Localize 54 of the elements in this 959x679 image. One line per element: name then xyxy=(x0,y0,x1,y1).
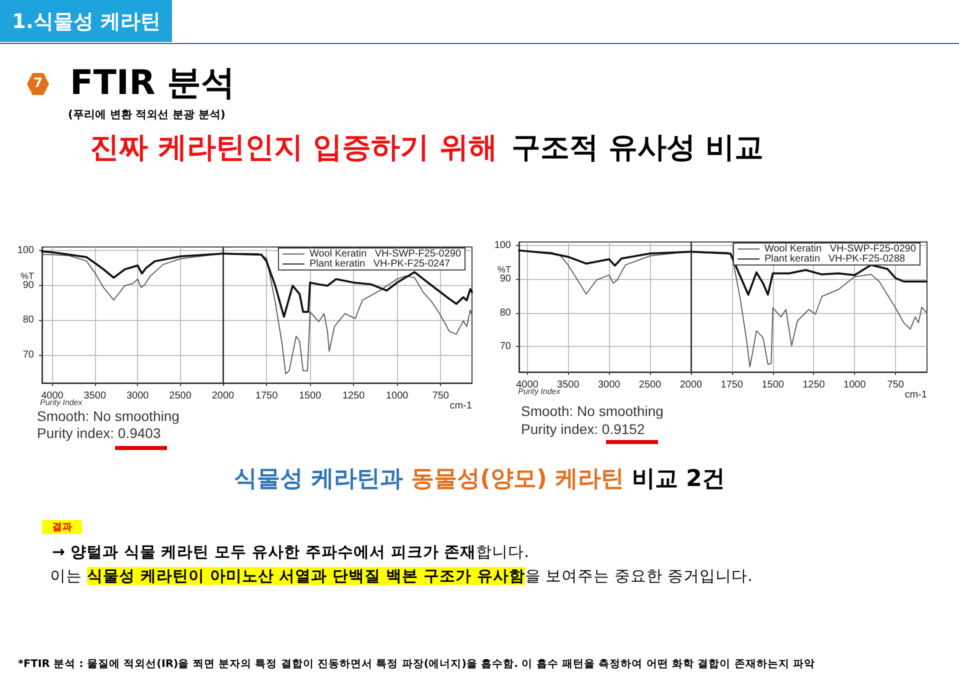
x-tick-label: 1250 xyxy=(342,390,366,402)
y-tick-label: 100 xyxy=(494,240,512,251)
y-tick-label: 80 xyxy=(500,307,512,318)
text: → 양털과 식물 케라틴 모두 유사한 주파수에서 피크가 존재 xyxy=(52,543,476,561)
chart-title: FTIR 분석 xyxy=(70,62,236,105)
x-tick-label: 3500 xyxy=(84,390,106,402)
y-axis-title: %T xyxy=(20,270,34,281)
legend-label: Plant keratin VH-PK-F25-0247 xyxy=(309,258,451,270)
text: 7 xyxy=(27,73,49,95)
text: Smooth: No smoothing xyxy=(521,403,664,419)
y-tick-label: 90 xyxy=(22,280,34,291)
x-tick-label: 3000 xyxy=(126,390,150,402)
x-tick-label: 1250 xyxy=(802,380,826,390)
x-tick-label: 1000 xyxy=(844,380,866,390)
x-tick-label: 2000 xyxy=(212,390,235,402)
chart-subtitle: (푸리에 변환 적외선 분광 분석) xyxy=(68,107,226,122)
text: 식물성 케라틴이 아미노산 서열과 단백질 백본 구조가 유사함 xyxy=(87,567,525,585)
text: 비교 2건 xyxy=(632,466,726,492)
text: 진짜 케라틴인지 입증하기 위해 xyxy=(90,130,498,164)
text: 합니다. xyxy=(476,543,530,561)
text: 동물성(양모) 케라틴 xyxy=(411,466,624,492)
x-tick-label: 1000 xyxy=(386,390,409,402)
y-tick-label: 80 xyxy=(22,314,34,326)
x-tick-label: 2000 xyxy=(680,380,703,390)
text: 식물성 케라틴과 xyxy=(234,466,404,492)
text: 을 보여주는 중요한 증거입니다. xyxy=(524,567,752,585)
x-tick-label: 750 xyxy=(432,390,450,402)
x-tick-label: 1500 xyxy=(298,390,322,402)
x-tick-label: 1750 xyxy=(255,390,278,402)
text: 구조적 유사성 비교 xyxy=(511,130,764,164)
x-tick-label: 2500 xyxy=(169,390,192,402)
x-axis-title: cm-1 xyxy=(450,400,472,412)
x-tick-label: 1750 xyxy=(720,380,744,390)
text: *FTIR 분석 : 물질에 적외선(IR)을 쬐면 분자의 특정 결합이 진동하면서 특정 파장(에너지)을 흡수함. 이 흡수 패턴을 측정하여 어떤 화학 결합이 존재하는지 파악 xyxy=(18,657,815,671)
legend-label: Plant keratin VH-PK-F25-0288 xyxy=(764,254,906,264)
x-tick-label: 2500 xyxy=(638,380,662,390)
x-axis-title: cm-1 xyxy=(904,390,928,400)
x-tick-label: 3000 xyxy=(598,380,621,390)
y-tick-label: 100 xyxy=(17,244,34,256)
text: Purity index: 0.9152 xyxy=(521,421,645,437)
x-tick-label: 1500 xyxy=(762,380,784,390)
text: 이는 xyxy=(50,567,82,585)
y-tick-label: 70 xyxy=(22,350,34,361)
y-axis-title: %T xyxy=(498,264,512,275)
text: Purity Index xyxy=(40,398,82,407)
text: Purity index: 0.9403 xyxy=(37,425,161,441)
y-tick-label: 70 xyxy=(500,341,512,352)
text: 1.식물성 케라틴 xyxy=(0,0,172,42)
text: 결과 xyxy=(42,520,82,534)
y-tick-label: 90 xyxy=(500,274,512,285)
text: Smooth: No smoothing xyxy=(37,408,180,424)
legend-label: Wool Keratin VH-SWP-F25-0290 xyxy=(309,248,462,260)
legend-label: Wool Keratin VH-SWP-F25-0290 xyxy=(764,244,916,254)
x-tick-label: 750 xyxy=(887,380,904,390)
